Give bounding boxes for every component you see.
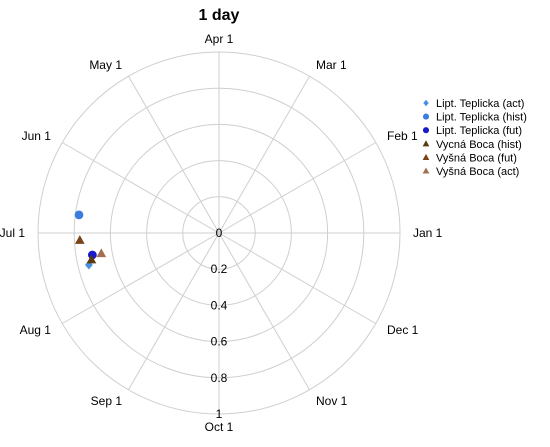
- legend-label-0: Lipt. Teplicka (act): [436, 98, 524, 110]
- legend-marker-0: [423, 99, 429, 107]
- legend-marker-2: [422, 127, 430, 134]
- spoke-7: [61, 232, 220, 324]
- radial-tick-label-4: 0.8: [211, 371, 228, 385]
- spoke-1: [218, 142, 377, 234]
- legend-marker-1: [422, 113, 430, 120]
- month-labels: Jan 1 Feb 1 Mar 1 Apr 1 May 1 Jun 1 Jul 1 Aug 1…: [0, 32, 443, 434]
- legend-marker-3: [422, 140, 430, 147]
- data-point-0-0: [84, 260, 93, 270]
- data-point-1-0: [74, 210, 84, 220]
- legend-label-5: Vyšná Boca (act): [436, 166, 519, 178]
- legend-label-3: Vycná Boca (hist): [436, 139, 522, 151]
- month-label-4: May 1: [89, 58, 122, 72]
- chart-title: 1 day: [199, 7, 240, 24]
- month-label-10: Nov 1: [316, 394, 348, 408]
- month-label-7: Aug 1: [20, 323, 52, 337]
- month-label-11: Dec 1: [387, 323, 419, 337]
- month-label-8: Sep 1: [91, 394, 123, 408]
- spoke-10: [218, 232, 310, 391]
- month-label-1: Feb 1: [387, 129, 418, 143]
- spoke-4: [128, 75, 220, 234]
- month-label-3: Apr 1: [205, 32, 234, 46]
- month-label-5: Jun 1: [22, 129, 52, 143]
- legend-marker-4: [422, 153, 430, 160]
- spoke-11: [218, 232, 377, 324]
- legend-label-1: Lipt. Teplicka (hist): [436, 112, 527, 124]
- radial-tick-labels: 0 0.2 0.4 0.6 0.8 1: [211, 226, 228, 421]
- radial-tick-label-2: 0.4: [211, 298, 228, 312]
- spoke-8: [128, 232, 220, 391]
- legend-label-2: Lipt. Teplicka (fut): [436, 125, 522, 137]
- polar-grid: [37, 51, 401, 415]
- month-label-0: Jan 1: [413, 226, 443, 240]
- legend-label-4: Vyšná Boca (fut): [436, 152, 517, 164]
- radial-tick-label-5: 1: [216, 407, 223, 421]
- radial-tick-label-0: 0: [216, 226, 223, 240]
- legend-marker-5: [422, 167, 430, 174]
- data-point-4-0: [74, 235, 85, 244]
- spoke-2: [218, 75, 310, 234]
- data-points: [74, 210, 107, 270]
- data-point-5-0: [96, 248, 107, 258]
- legend: Lipt. Teplicka (act) Lipt. Teplicka (hist…: [422, 98, 527, 178]
- month-label-6: Jul 1: [0, 226, 25, 240]
- month-label-9: Oct 1: [205, 420, 234, 434]
- month-label-2: Mar 1: [316, 58, 347, 72]
- spoke-5: [61, 142, 220, 234]
- radial-tick-label-1: 0.2: [211, 262, 228, 276]
- data-point-3-0: [86, 254, 97, 264]
- radial-tick-label-3: 0.6: [211, 335, 228, 349]
